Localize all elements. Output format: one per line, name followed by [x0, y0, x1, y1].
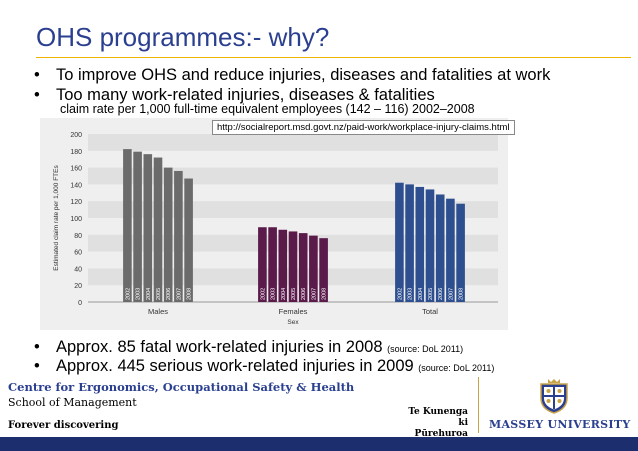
x-axis-label: Sex — [287, 319, 299, 326]
bar-year-label: 2003 — [271, 288, 277, 300]
bar-males — [184, 178, 193, 302]
y-tick-label: 80 — [74, 233, 82, 240]
claim-rate-chart: 0 20 40 60 80 100 120 140 160 180 200 Estimated cla… — [40, 118, 508, 330]
bar-males — [163, 167, 173, 302]
y-tick-label: 20 — [74, 283, 82, 290]
bar-year-label: 2004 — [281, 288, 287, 300]
y-tick-label: 200 — [70, 132, 82, 139]
chart-svg: 0 20 40 60 80 100 120 140 160 180 200 Estimated cla… — [53, 132, 498, 326]
bullet-text: Approx. 85 fatal work-related injuries i… — [56, 338, 383, 356]
bullet-text: To improve OHS and reduce injuries, dise… — [56, 66, 551, 84]
bar-females — [268, 227, 277, 302]
bar-year-label: 2008 — [187, 288, 193, 300]
bar-males — [123, 149, 132, 302]
footer-divider — [478, 377, 479, 433]
bar-year-label: 2007 — [176, 288, 182, 300]
bullet-marker: • — [34, 357, 40, 375]
bullet-too-many: • Too many work-related injuries, disease… — [34, 86, 435, 105]
bar-year-label: 2006 — [301, 288, 307, 300]
bullet-serious: • Approx. 445 serious work-related injuri… — [34, 357, 494, 376]
title-divider — [36, 57, 631, 58]
bar-year-label: 2005 — [428, 288, 434, 300]
bar-year-label: 2004 — [418, 288, 424, 300]
bar-males — [133, 151, 142, 302]
y-tick-label: 120 — [70, 199, 82, 206]
category-label: Total — [422, 307, 438, 316]
bar-year-label: 2004 — [146, 288, 152, 300]
category-label: Females — [279, 307, 308, 316]
y-tick-label: 40 — [74, 266, 82, 273]
y-tick-label: 100 — [70, 216, 82, 223]
tagline: Forever discovering — [8, 420, 119, 431]
university-crest-icon — [540, 379, 568, 414]
bar-males — [153, 157, 163, 302]
bar-total — [415, 186, 425, 302]
chart-subtitle: claim rate per 1,000 full-time equivalen… — [60, 102, 475, 116]
bullet-text: Too many work-related injuries, diseases… — [56, 86, 435, 104]
bar-total — [405, 184, 414, 302]
maori-line-1: Te Kunenga — [408, 407, 468, 417]
bar-year-label: 2002 — [125, 288, 131, 300]
grid-band — [88, 134, 498, 151]
maori-name: Te Kunenga ki Pūrehuroa — [404, 407, 468, 440]
maori-line-2: ki Pūrehuroa — [414, 418, 468, 439]
bar-females — [319, 238, 328, 302]
bullet-source: (source: DoL 2011) — [387, 344, 464, 354]
bar-total — [425, 189, 435, 302]
bar-year-label: 2007 — [448, 288, 454, 300]
bullet-source: (source: DoL 2011) — [418, 363, 495, 373]
bullet-text: Approx. 445 serious work-related injurie… — [56, 357, 414, 375]
y-tick-label: 0 — [78, 300, 82, 307]
bar-year-label: 2005 — [291, 288, 297, 300]
bar-females — [278, 229, 288, 302]
y-tick-label: 160 — [70, 166, 82, 173]
y-tick-label: 140 — [70, 182, 82, 189]
y-tick-label: 60 — [74, 250, 82, 257]
bar-year-label: 2005 — [156, 288, 162, 300]
bar-females — [298, 233, 308, 302]
bar-females — [258, 227, 267, 302]
bar-females — [309, 235, 318, 302]
bar-year-label: 2002 — [397, 288, 403, 300]
slide-title: OHS programmes:- why? — [36, 22, 330, 52]
bullet-marker: • — [34, 338, 40, 356]
bullet-fatal: • Approx. 85 fatal work-related injuries … — [34, 338, 463, 357]
bar-year-label: 2008 — [322, 288, 328, 300]
bar-year-label: 2003 — [408, 288, 414, 300]
bullet-improve-ohs: • To improve OHS and reduce injuries, dis… — [34, 66, 550, 85]
y-axis-label: Estimated claim rate per 1,000 FTEs — [53, 165, 60, 271]
bar-males — [143, 154, 153, 302]
bar-total — [456, 203, 465, 302]
bar-females — [288, 231, 298, 302]
bar-year-label: 2007 — [311, 288, 317, 300]
bar-total — [435, 194, 445, 302]
bullet-marker: • — [34, 66, 40, 84]
bar-males — [174, 170, 183, 302]
bullet-marker: • — [34, 86, 40, 104]
bar-year-label: 2006 — [438, 288, 444, 300]
centre-name: Centre for Ergonomics, Occupational Safe… — [8, 380, 355, 394]
bar-year-label: 2003 — [136, 288, 142, 300]
school-name: School of Management — [8, 396, 137, 409]
bar-year-label: 2008 — [459, 288, 465, 300]
bar-year-label: 2002 — [260, 288, 266, 300]
source-url: http://socialreport.msd.govt.nz/paid-wor… — [212, 120, 515, 135]
bar-year-label: 2006 — [166, 288, 172, 300]
bar-total — [446, 198, 455, 302]
footer-bar — [0, 437, 638, 451]
university-name: MASSEY UNIVERSITY — [489, 418, 631, 431]
y-tick-label: 180 — [70, 149, 82, 156]
bar-total — [395, 182, 404, 302]
category-label: Males — [148, 307, 168, 316]
